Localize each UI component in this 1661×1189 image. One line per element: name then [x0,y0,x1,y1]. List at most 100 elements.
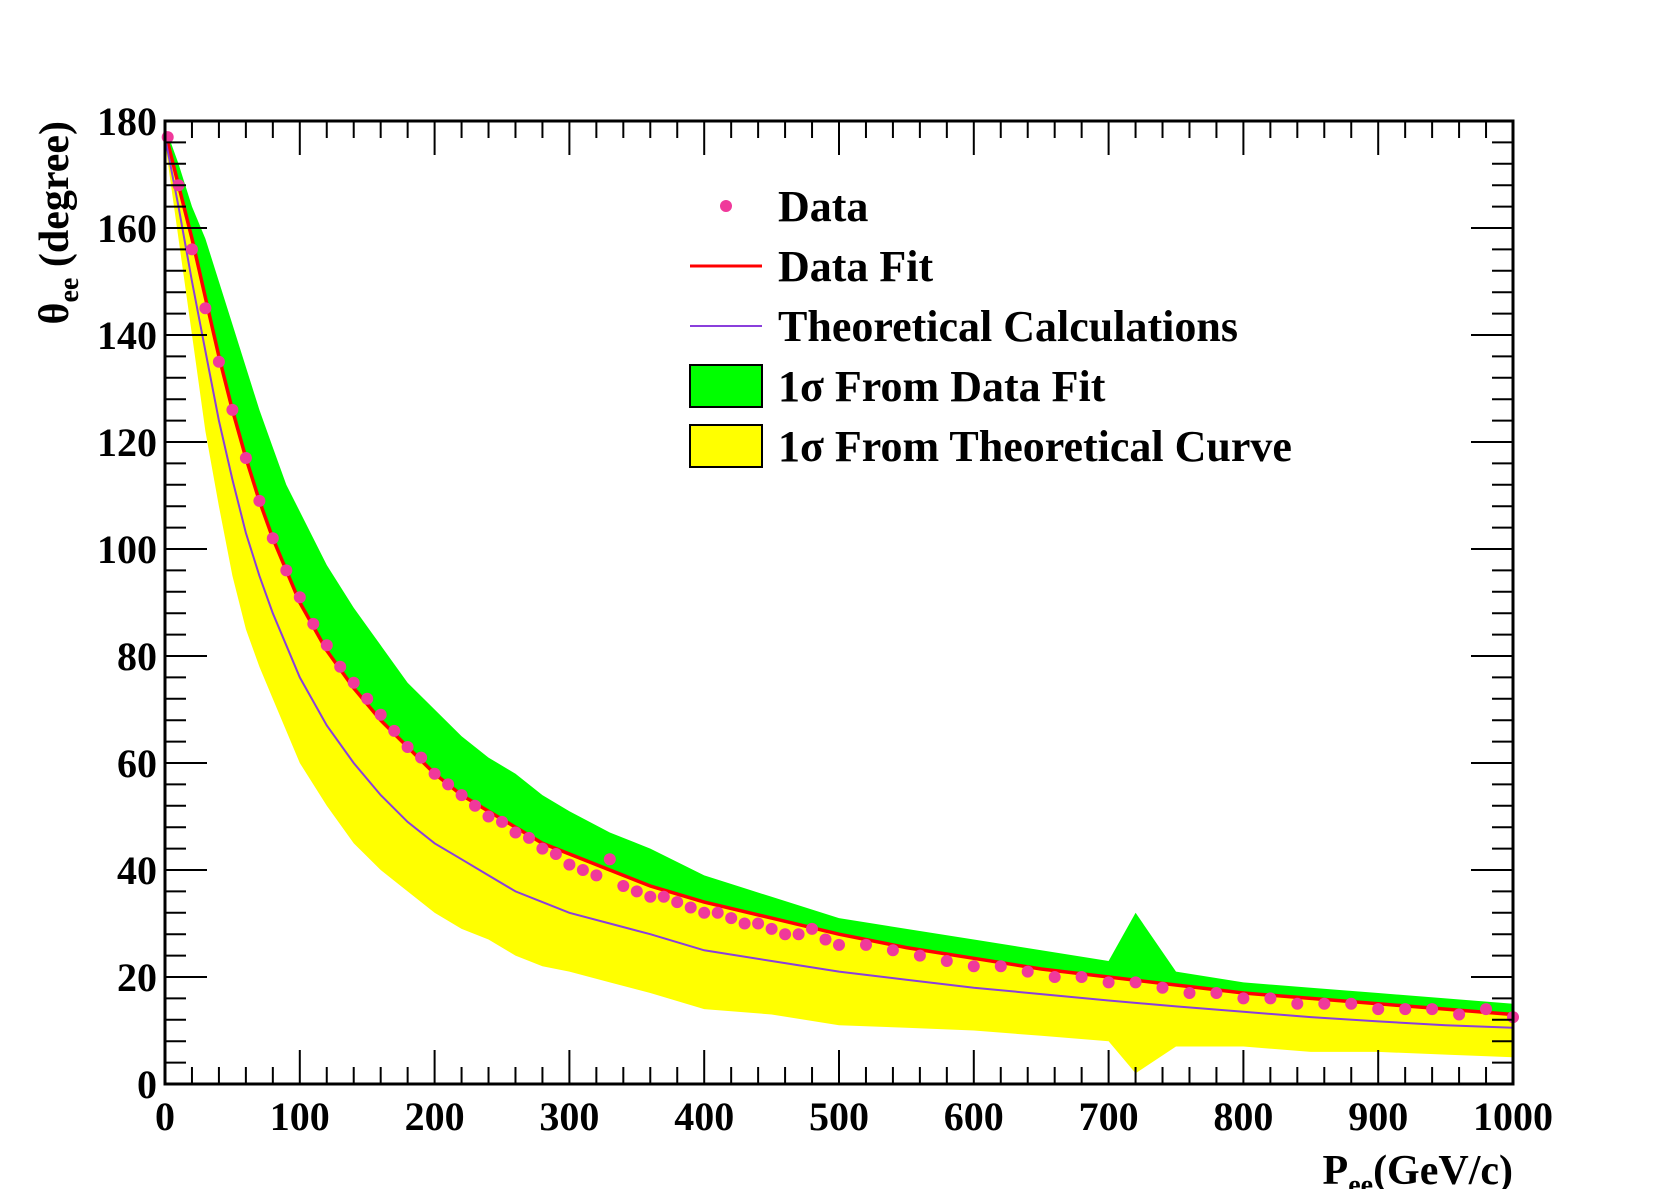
legend-item: Data [720,182,868,231]
y-tick-label: 100 [97,527,157,572]
data-point [1372,1003,1385,1016]
data-point [266,532,279,545]
data-point [617,880,630,892]
legend-marker [720,200,732,212]
data-point [1318,997,1331,1010]
data-point [711,906,724,919]
line-theoretical-calculations [164,136,1514,1029]
data-point [239,452,252,464]
data-point [1183,987,1196,999]
data-point [1102,976,1115,989]
legend-item: 1σ From Theoretical Curve [689,422,1292,471]
data-point [455,789,468,802]
data-point [549,848,562,860]
y-tick-label: 40 [117,848,157,893]
data-point [415,751,428,764]
band-1-from-theoretical-curve [165,131,1513,1074]
x-tick-label: 400 [674,1094,734,1139]
x-tick-label: 600 [944,1094,1004,1139]
data-point [388,724,401,737]
data-point [320,639,333,652]
x-axis-title-main: P [1323,1148,1349,1189]
data-point [1399,1003,1412,1016]
data-point [671,896,684,909]
data-point [199,302,212,315]
data-point [1480,1003,1492,1016]
band-1-from-data-fit [165,126,1513,1015]
x-axis-title-unit: (GeV/c) [1373,1148,1513,1189]
data-point [603,853,616,866]
data-point [563,858,576,871]
data-points [161,131,1519,1024]
data-point [1237,992,1250,1005]
data-point [226,403,239,416]
data-point [1291,997,1304,1010]
data-point [536,842,549,855]
x-tick-label: 300 [539,1094,599,1139]
y-axis-title: θee (degree) [32,121,85,324]
data-point [1453,1008,1466,1021]
legend-label: Data Fit [778,242,934,291]
data-point [657,890,670,903]
data-point [1048,971,1061,983]
legend: Data Data Fit Theoretical Calculations 1σ F… [689,182,1292,471]
data-point [293,591,306,604]
legend-swatch [689,424,763,468]
y-tick-label: 160 [97,206,157,251]
data-point [482,810,495,823]
data-point [913,949,926,962]
legend-label: 1σ From Data Fit [778,362,1106,411]
legend-label: Theoretical Calculations [778,302,1238,351]
tick-labels: 0 100 200 300 400 500 600 700 800 900 1000 0 20 40 60 8… [97,99,1553,1139]
data-point [940,955,953,967]
data-point [792,928,805,941]
data-point [1156,981,1169,994]
y-tick-label: 140 [97,313,157,358]
x-tick-label: 200 [405,1094,465,1139]
x-tick-label: 500 [809,1094,869,1139]
data-point [1264,992,1277,1005]
data-point [401,741,414,753]
data-point [725,912,738,925]
data-point [806,922,818,935]
data-point [833,938,845,951]
data-point [1426,1003,1439,1016]
legend-swatch [689,364,763,408]
x-tick-label: 800 [1213,1094,1273,1139]
data-point [590,869,603,882]
y-axis-title-unit: (degree) [32,121,78,278]
data-point [967,960,980,973]
data-point [994,960,1007,973]
x-axis-title-sub: ee [1348,1170,1373,1189]
data-point [860,938,872,951]
data-point [509,826,522,839]
data-point [253,494,266,507]
data-point [644,890,657,903]
data-point [496,815,508,828]
data-point [1075,971,1088,983]
data-point [523,831,535,844]
y-tick-label: 80 [117,634,157,679]
legend-item: Data Fit [690,242,934,291]
data-point [886,944,899,957]
data-point [576,864,589,876]
legend-item: Theoretical Calculations [690,302,1238,351]
data-point [374,708,387,721]
legend-label: 1σ From Theoretical Curve [778,422,1292,471]
data-point [819,933,832,946]
y-axis-title-sub: ee [54,278,85,303]
y-axis-title-main: θ [32,303,78,325]
x-tick-label: 100 [270,1094,330,1139]
x-tick-label: 700 [1079,1094,1139,1139]
x-tick-label: 900 [1348,1094,1408,1139]
axis-ticks [164,120,1514,1085]
legend-label: Data [778,182,868,231]
x-tick-label: 1000 [1473,1094,1553,1139]
data-point [1021,965,1034,978]
data-point [212,355,225,368]
data-point [186,243,198,256]
x-tick-label: 0 [155,1094,175,1139]
data-point [307,617,320,630]
data-point [684,901,697,914]
